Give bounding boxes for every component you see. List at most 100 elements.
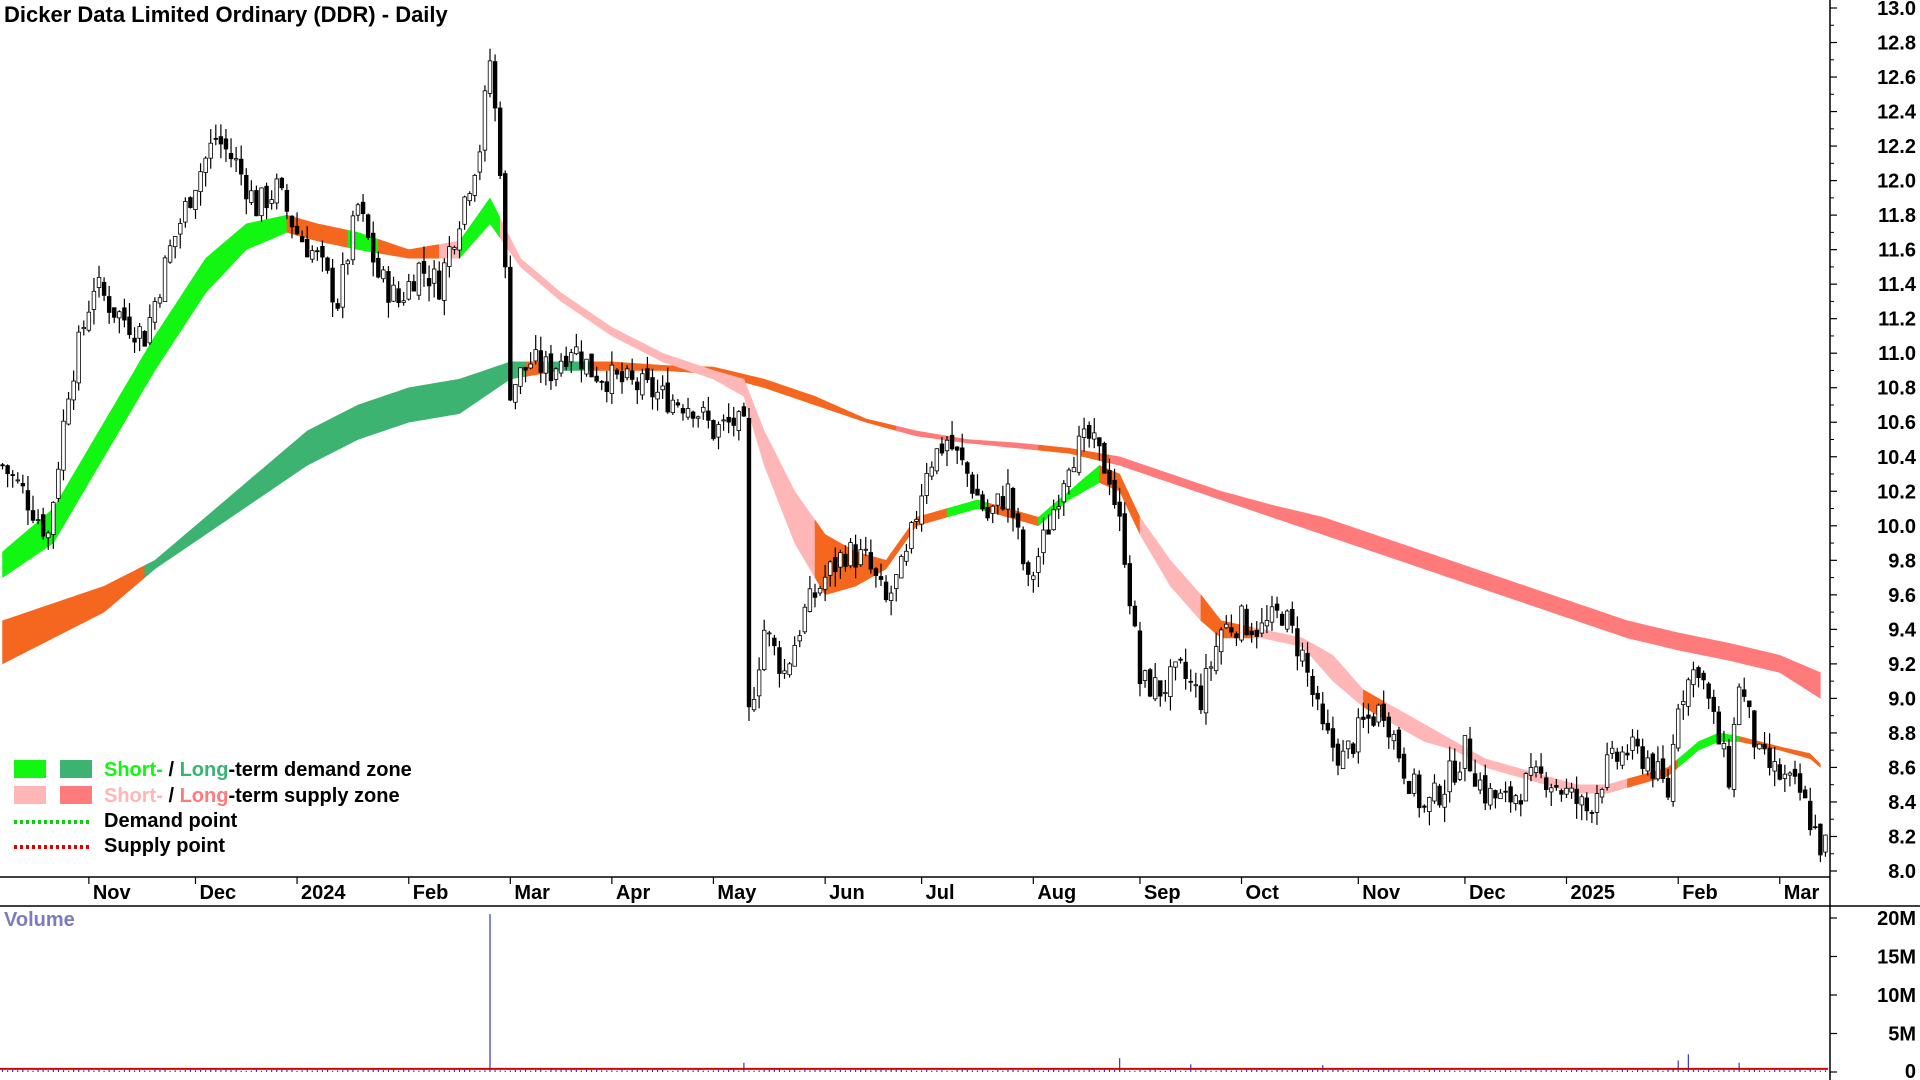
y-tick-label: 12.6 xyxy=(1877,67,1916,89)
y-tick-label: 9.4 xyxy=(1888,619,1917,641)
candle-body xyxy=(1147,669,1153,697)
candle-body xyxy=(1676,708,1681,749)
candle-body xyxy=(1345,740,1351,750)
candle-body xyxy=(1386,716,1391,738)
candle-body xyxy=(1711,696,1716,712)
y-tick-label: 10.4 xyxy=(1877,447,1917,469)
candle-body xyxy=(1752,710,1757,748)
candle-body xyxy=(680,408,686,414)
candle-body xyxy=(1655,761,1661,780)
candle-body xyxy=(1213,646,1219,672)
legend-label-part: Supply point xyxy=(104,835,225,857)
candle-body xyxy=(218,136,224,145)
candle-body xyxy=(1538,766,1544,774)
vol-tick-label: 15M xyxy=(1877,947,1916,969)
candle-body xyxy=(416,262,422,296)
candle-body xyxy=(904,550,909,562)
candle-body xyxy=(1772,761,1777,772)
candle-body xyxy=(1188,680,1193,683)
candle-body xyxy=(76,331,81,384)
candle-body xyxy=(1254,629,1259,637)
candle-body xyxy=(1381,703,1386,721)
candle-body xyxy=(1335,743,1341,766)
candle-body xyxy=(767,632,772,635)
candle-body xyxy=(56,468,61,499)
candle-body xyxy=(254,190,259,217)
candle-body xyxy=(244,175,249,200)
candle-body xyxy=(538,350,543,373)
candle-body xyxy=(645,368,650,381)
candle-body xyxy=(1406,780,1412,794)
x-tick-label: Sep xyxy=(1144,882,1181,904)
legend-label: Short- / Long-term demand zone xyxy=(104,759,412,781)
candle-body xyxy=(315,250,320,253)
legend-label: Demand point xyxy=(104,810,238,832)
y-tick-label: 10.8 xyxy=(1877,378,1916,400)
candle-body xyxy=(487,60,493,94)
candle-body xyxy=(1102,442,1107,474)
candle-body xyxy=(685,408,691,418)
candle-body xyxy=(1132,605,1138,627)
x-tick-label: Jun xyxy=(829,882,865,904)
candle-body xyxy=(1767,747,1772,768)
candle-body xyxy=(812,592,818,598)
candle-body xyxy=(970,474,975,494)
candle-body xyxy=(132,337,137,343)
candle-body xyxy=(1244,608,1249,636)
legend-label: Supply point xyxy=(104,835,225,857)
candle-body xyxy=(1823,834,1828,853)
candle-body xyxy=(924,473,929,496)
candle-body xyxy=(1259,622,1265,634)
candle-body xyxy=(1518,800,1523,805)
candle-body xyxy=(919,495,924,525)
candle-body xyxy=(467,193,472,202)
candle-body xyxy=(411,281,417,292)
candle-body xyxy=(1442,793,1447,808)
candle-body xyxy=(751,699,757,711)
y-tick-label: 8.2 xyxy=(1888,826,1916,848)
candle-body xyxy=(1092,432,1097,440)
candle-body xyxy=(1630,736,1635,751)
y-tick-label: 9.8 xyxy=(1888,550,1916,572)
candle-body xyxy=(1437,785,1442,806)
candle-body xyxy=(365,214,371,238)
candle-body xyxy=(1015,513,1021,528)
candle-body xyxy=(944,439,950,452)
zone-ribbons xyxy=(2,197,1821,794)
candle-body xyxy=(477,151,483,173)
candle-body xyxy=(1802,789,1808,799)
candle-body xyxy=(1533,766,1539,774)
candle-body xyxy=(1579,796,1584,806)
candle-body xyxy=(51,501,56,535)
candle-body xyxy=(457,228,462,251)
candle-body xyxy=(624,368,630,379)
candle-body xyxy=(1467,738,1473,772)
legend-swatch-short xyxy=(14,786,46,804)
candle-body xyxy=(1422,805,1427,808)
y-tick-label: 8.6 xyxy=(1888,757,1916,779)
candle-body xyxy=(1782,773,1788,779)
candle-body xyxy=(574,346,579,355)
candle-body xyxy=(193,189,198,210)
candle-body xyxy=(1452,760,1457,783)
candle-body xyxy=(1112,479,1117,505)
candle-body xyxy=(594,375,599,382)
candle-body xyxy=(431,268,437,284)
candle-body xyxy=(86,311,92,331)
candle-body xyxy=(1274,603,1280,611)
legend-label: Short- / Long-term supply zone xyxy=(104,785,400,807)
candle-body xyxy=(599,380,604,383)
candle-body xyxy=(228,152,234,160)
candle-body xyxy=(1462,735,1468,769)
vol-tick-label: 10M xyxy=(1877,985,1916,1007)
candle-body xyxy=(81,327,86,330)
candle-body xyxy=(1122,513,1127,565)
candle-body xyxy=(584,358,589,375)
candle-body xyxy=(533,349,538,362)
candle-body xyxy=(1747,700,1752,708)
candle-body xyxy=(188,197,193,208)
candle-body xyxy=(858,549,863,566)
candle-body xyxy=(787,663,792,676)
y-tick-label: 9.6 xyxy=(1888,585,1916,607)
